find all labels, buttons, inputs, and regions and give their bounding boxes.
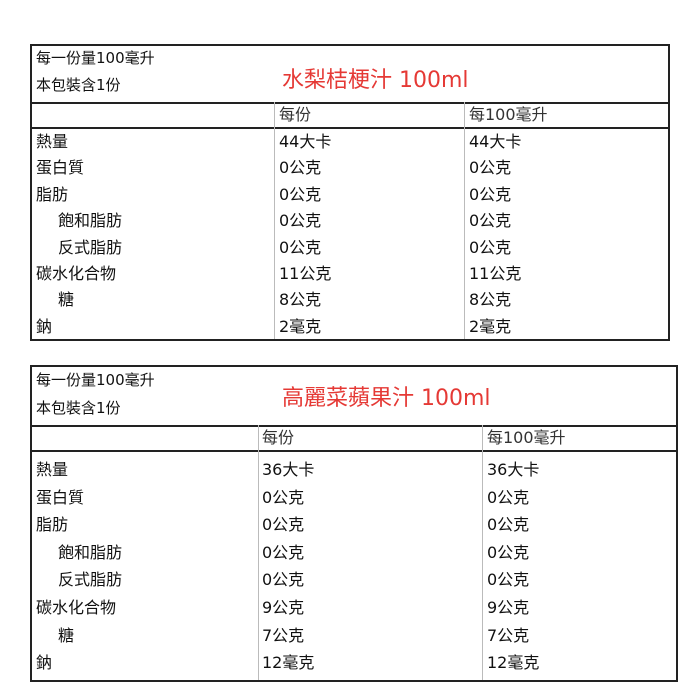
nutrient-name: 碳水化合物 [36, 598, 117, 617]
nutrient-per-100ml: 36大卡 [487, 460, 540, 479]
nutrient-name: 鈉 [36, 653, 53, 673]
nutrient-per-serving: 0公克 [279, 158, 322, 178]
nutrient-per-serving: 9公克 [262, 598, 305, 617]
column-divider [258, 425, 259, 680]
serving-size: 每一份量100毫升 [36, 49, 155, 67]
servings-per-package: 本包裝含1份 [36, 76, 121, 94]
nutrient-per-serving: 36大卡 [262, 460, 315, 479]
column-header-row: 每份 每100毫升 [32, 102, 668, 129]
nutrient-name: 飽和脂肪 [58, 542, 123, 562]
nutrition-label-cabbage-apple: 每一份量100毫升 本包裝含1份 高麗菜蘋果汁 100ml 每份 每100毫升 … [30, 365, 678, 682]
column-per-100ml: 每100毫升 [469, 105, 548, 124]
product-title: 水梨桔梗汁 100ml [282, 68, 469, 93]
nutrient-per-100ml: 8公克 [469, 290, 512, 310]
nutrient-per-100ml: 9公克 [487, 598, 530, 617]
nutrient-per-100ml: 0公克 [487, 487, 530, 507]
nutrient-name: 飽和脂肪 [58, 211, 123, 231]
nutrient-per-100ml: 11公克 [469, 264, 522, 283]
nutrient-per-serving: 8公克 [279, 290, 322, 310]
nutrient-name: 脂肪 [36, 184, 69, 204]
nutrient-per-100ml: 0公克 [469, 237, 512, 257]
nutrient-per-100ml: 7公克 [487, 625, 530, 645]
servings-per-package: 本包裝含1份 [36, 399, 121, 417]
column-per-100ml: 每100毫升 [487, 428, 566, 447]
nutrient-name: 鈉 [36, 316, 53, 336]
nutrient-name: 糖 [58, 625, 75, 645]
nutrient-per-serving: 0公克 [262, 515, 305, 535]
nutrient-per-100ml: 0公克 [487, 542, 530, 562]
nutrient-name: 糖 [58, 290, 75, 310]
nutrient-per-serving: 7公克 [262, 625, 305, 645]
nutrient-per-100ml: 44大卡 [469, 132, 522, 151]
nutrient-per-serving: 0公克 [279, 184, 322, 204]
nutrition-label-pear-platycodon: 每一份量100毫升 本包裝含1份 水梨桔梗汁 100ml 每份 每100毫升 熱… [30, 44, 670, 341]
label-header: 每一份量100毫升 本包裝含1份 水梨桔梗汁 100ml [32, 46, 668, 104]
product-title: 高麗菜蘋果汁 100ml [282, 386, 491, 411]
nutrient-name: 熱量 [36, 460, 69, 479]
nutrient-name: 熱量 [36, 132, 69, 151]
nutrient-per-100ml: 0公克 [469, 158, 512, 178]
nutrient-name: 脂肪 [36, 515, 69, 535]
nutrient-per-100ml: 2毫克 [469, 316, 512, 336]
column-divider [274, 102, 275, 339]
nutrient-name: 反式脂肪 [58, 570, 123, 590]
nutrient-per-serving: 0公克 [279, 211, 322, 231]
nutrient-per-100ml: 0公克 [469, 211, 512, 231]
nutrient-per-100ml: 12毫克 [487, 653, 540, 673]
nutrient-per-serving: 12毫克 [262, 653, 315, 673]
nutrient-per-serving: 2毫克 [279, 316, 322, 336]
nutrient-per-serving: 0公克 [279, 237, 322, 257]
nutrient-per-100ml: 0公克 [469, 184, 512, 204]
serving-size: 每一份量100毫升 [36, 371, 155, 389]
nutrient-per-100ml: 0公克 [487, 515, 530, 535]
nutrient-name: 蛋白質 [36, 158, 85, 178]
column-header-row: 每份 每100毫升 [32, 425, 676, 452]
nutrient-per-serving: 0公克 [262, 542, 305, 562]
column-divider [464, 102, 465, 339]
label-header: 每一份量100毫升 本包裝含1份 高麗菜蘋果汁 100ml [32, 367, 676, 427]
nutrient-per-serving: 11公克 [279, 264, 332, 283]
nutrient-name: 反式脂肪 [58, 237, 123, 257]
column-per-serving: 每份 [279, 105, 312, 124]
nutrient-per-serving: 0公克 [262, 487, 305, 507]
nutrient-per-serving: 44大卡 [279, 132, 332, 151]
nutrient-per-100ml: 0公克 [487, 570, 530, 590]
nutrient-name: 蛋白質 [36, 487, 85, 507]
nutrient-name: 碳水化合物 [36, 264, 117, 283]
nutrient-per-serving: 0公克 [262, 570, 305, 590]
column-divider [482, 425, 483, 680]
column-per-serving: 每份 [262, 428, 295, 447]
